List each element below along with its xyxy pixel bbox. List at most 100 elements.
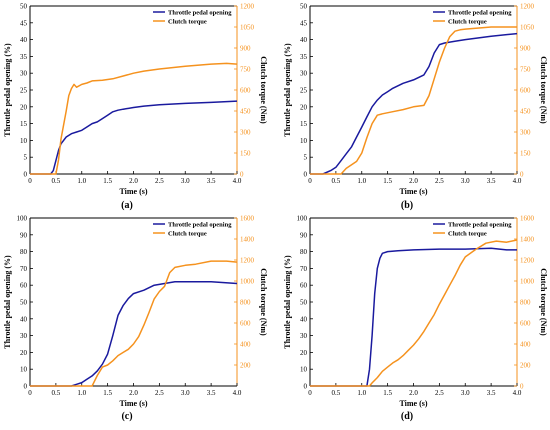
- y2-tick-label: 800: [520, 299, 531, 307]
- legend-label: Throttle pedal opening: [168, 9, 232, 16]
- y2-tick-label: 400: [520, 341, 531, 349]
- y-tick-label: 20: [300, 103, 308, 111]
- y-tick-label: 45: [300, 19, 308, 27]
- x-tick-label: 3.0: [181, 177, 190, 185]
- y-tick-label: 45: [20, 19, 28, 27]
- y-tick-label: 0: [304, 171, 308, 179]
- x-tick-label: 3.5: [487, 389, 496, 397]
- y-tick-label: 70: [300, 265, 308, 273]
- y2-tick-label: 1600: [520, 215, 535, 223]
- y-tick-label: 100: [297, 215, 308, 223]
- panel-label: (c): [121, 411, 132, 422]
- y-tick-label: 20: [300, 349, 308, 357]
- y2-tick-label: 600: [240, 87, 251, 95]
- y-axis-title: Throttle pedal opening (%): [283, 43, 292, 137]
- y2-tick-label: 200: [240, 362, 251, 370]
- y-tick-label: 50: [20, 3, 28, 11]
- x-tick-label: 2.5: [435, 177, 444, 185]
- x-tick-label: 4.0: [233, 177, 242, 185]
- x-tick-label: 3.5: [207, 177, 216, 185]
- y2-tick-label: 1000: [520, 278, 535, 286]
- y-tick-label: 20: [20, 103, 28, 111]
- y-tick-label: 60: [300, 282, 308, 290]
- x-tick-label: 4.0: [513, 389, 522, 397]
- y-axis-title: Throttle pedal opening (%): [283, 255, 292, 349]
- y2-tick-label: 300: [520, 129, 531, 137]
- y-tick-label: 10: [300, 366, 308, 374]
- throttle-opening-line: [310, 32, 518, 175]
- y-tick-label: 40: [300, 36, 308, 44]
- x-tick-label: 3.0: [461, 177, 470, 185]
- y2-tick-label: 900: [520, 45, 531, 53]
- y2-tick-label: 1200: [240, 3, 255, 11]
- y-tick-label: 40: [300, 315, 308, 323]
- x-tick-label: 2.0: [129, 389, 138, 397]
- x-tick-label: 0.5: [332, 177, 341, 185]
- x-axis-title: Time (s): [119, 187, 147, 196]
- y2-tick-label: 1200: [520, 3, 535, 11]
- x-tick-label: 0: [308, 177, 312, 185]
- y2-tick-label: 1600: [240, 215, 255, 223]
- legend-label: Clutch torque: [448, 230, 487, 237]
- x-tick-label: 1.5: [103, 177, 112, 185]
- y-tick-label: 60: [20, 282, 28, 290]
- y-tick-label: 30: [300, 70, 308, 78]
- y-tick-label: 100: [17, 215, 28, 223]
- y2-tick-label: 1200: [240, 257, 255, 265]
- panel-label: (b): [401, 200, 413, 211]
- x-tick-label: 1.5: [103, 389, 112, 397]
- y2-tick-label: 600: [520, 87, 531, 95]
- y-tick-label: 10: [300, 137, 308, 145]
- y-tick-label: 40: [20, 36, 28, 44]
- y2-tick-label: 600: [240, 320, 251, 328]
- y-tick-label: 70: [20, 265, 28, 273]
- panel-label: (d): [401, 411, 413, 422]
- x-tick-label: 0.5: [52, 177, 61, 185]
- y2-tick-label: 1050: [240, 24, 255, 32]
- y-tick-label: 20: [20, 349, 28, 357]
- x-tick-label: 2.0: [409, 389, 418, 397]
- chart-panel-a: 0 0.5 1.0 1.5 2.0 2.5 3.0 3.5 4.0051015202530354…: [3, 3, 268, 212]
- y2-tick-label: 1400: [520, 236, 535, 244]
- clutch-torque-line: [30, 62, 238, 175]
- legend-label: Clutch torque: [168, 230, 207, 237]
- x-axis-title: Time (s): [399, 187, 427, 196]
- y2-axis-title: Clutch torque (Nm): [259, 268, 268, 336]
- throttle-opening-line: [30, 100, 238, 175]
- y2-tick-label: 400: [240, 341, 251, 349]
- clutch-torque-line: [30, 260, 238, 387]
- throttle-opening-line: [310, 247, 517, 387]
- x-tick-label: 3.0: [461, 389, 470, 397]
- x-tick-label: 2.5: [155, 389, 164, 397]
- y-tick-label: 50: [300, 299, 308, 307]
- y-tick-label: 25: [20, 87, 28, 95]
- y-tick-label: 80: [20, 248, 28, 256]
- x-tick-label: 3.5: [487, 177, 496, 185]
- y2-axis-title: Clutch torque (Nm): [539, 268, 548, 336]
- y-tick-label: 10: [20, 366, 28, 374]
- x-tick-label: 1.5: [383, 177, 392, 185]
- y-tick-label: 5: [304, 154, 308, 162]
- y2-tick-label: 150: [240, 150, 251, 158]
- y-tick-label: 30: [300, 332, 308, 340]
- legend-label: Clutch torque: [168, 18, 207, 25]
- legend-label: Clutch torque: [448, 18, 487, 25]
- x-tick-label: 3.0: [181, 389, 190, 397]
- y-tick-label: 5: [24, 154, 28, 162]
- x-tick-label: 1.0: [357, 389, 366, 397]
- y-tick-label: 90: [300, 231, 308, 239]
- y-tick-label: 80: [300, 248, 308, 256]
- x-tick-label: 0: [28, 177, 32, 185]
- chart-panel-b: 0 0.5 1.0 1.5 2.0 2.5 3.0 3.5 4.0051015202530354…: [283, 3, 548, 212]
- y-axis-title: Throttle pedal opening (%): [3, 43, 12, 137]
- x-tick-label: 3.5: [207, 389, 216, 397]
- y2-tick-label: 900: [240, 45, 251, 53]
- x-tick-label: 2.5: [435, 389, 444, 397]
- y-tick-label: 25: [300, 87, 308, 95]
- y2-tick-label: 1200: [520, 257, 535, 265]
- y-axis-title: Throttle pedal opening (%): [3, 255, 12, 349]
- legend-label: Throttle pedal opening: [448, 221, 512, 228]
- y-tick-label: 0: [304, 383, 308, 391]
